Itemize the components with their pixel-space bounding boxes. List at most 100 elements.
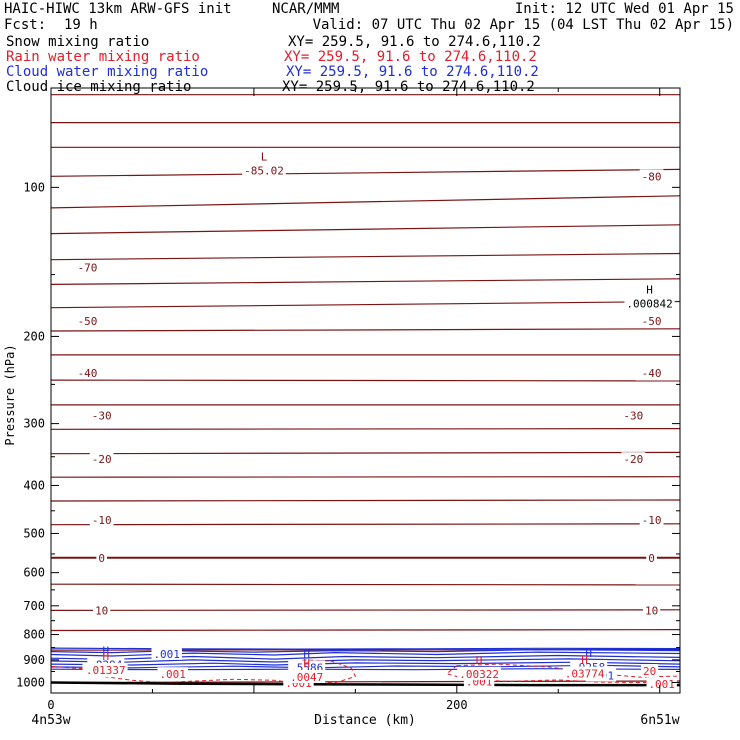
terrain-line bbox=[50, 681, 680, 687]
isotherm-label-9-bg bbox=[621, 452, 646, 466]
isotherm-4 bbox=[50, 195, 681, 209]
extremum-value-1: .000842 bbox=[626, 298, 672, 311]
isotherm-label-5-bg bbox=[639, 365, 664, 379]
isotherm-9 bbox=[50, 328, 681, 332]
extremum-mark-3: H bbox=[303, 648, 310, 661]
isotherm-label-14: 10 bbox=[95, 605, 108, 618]
extremum-value-8: .03774 bbox=[565, 668, 605, 681]
plot-frame bbox=[50, 87, 681, 694]
cloud-water-contour-2 bbox=[50, 651, 681, 657]
rain-label-5: 20 bbox=[643, 665, 656, 678]
y-tick-label-400: 400 bbox=[23, 479, 45, 493]
isotherm-label-1: -70 bbox=[78, 261, 98, 274]
cloud-water-label-0: .001 bbox=[153, 648, 180, 661]
extremum-value-7-bg bbox=[457, 666, 501, 680]
x-axis-title: Distance (km) bbox=[314, 713, 416, 728]
isotherm-label-4-bg bbox=[75, 365, 100, 379]
cloud-water-contour-3 bbox=[50, 654, 681, 661]
isotherm-5 bbox=[50, 224, 681, 235]
isotherm-14 bbox=[50, 451, 681, 455]
extremum-value-6: .0047 bbox=[290, 671, 323, 684]
isotherm-8 bbox=[50, 300, 681, 309]
extremum-mark-1: H bbox=[646, 284, 653, 297]
isotherm-label-11: -10 bbox=[642, 514, 662, 527]
isotherm-label-4: -40 bbox=[78, 367, 98, 380]
extremum-mark-8: H bbox=[581, 654, 588, 667]
extremum-mark-4: H bbox=[585, 647, 592, 660]
isotherm-label-6-bg bbox=[89, 408, 114, 422]
forecast-label: Fcst: bbox=[4, 17, 47, 33]
isotherm-label-8: -20 bbox=[92, 453, 112, 466]
forecast-hour: 19 h bbox=[64, 17, 98, 33]
isotherm-label-0-bg bbox=[639, 169, 664, 183]
isotherm-label-1-bg bbox=[75, 260, 100, 274]
isotherm-6 bbox=[50, 252, 681, 261]
isotherm-label-3: -50 bbox=[642, 315, 662, 328]
isotherm-label-11-bg bbox=[639, 513, 664, 527]
isotherm-7 bbox=[50, 278, 681, 285]
legend-cloud-ice-xy: XY= 259.5, 91.6 to 274.6,110.2 bbox=[282, 79, 535, 95]
isotherm-label-2: -50 bbox=[78, 315, 98, 328]
isotherm-label-10-bg bbox=[89, 513, 114, 527]
isotherm-13 bbox=[50, 428, 681, 430]
isotherm-label-2-bg bbox=[75, 313, 100, 327]
endpoint-left-label: 4n53w bbox=[31, 713, 70, 728]
rain-label-3: .001 bbox=[648, 678, 675, 691]
extremum-mark-5: H bbox=[102, 650, 109, 663]
legend-rain-xy: XY= 259.5, 91.6 to 274.6,110.2 bbox=[284, 49, 537, 65]
isotherm-16 bbox=[50, 499, 681, 502]
y-tick-label-900: 900 bbox=[23, 653, 45, 667]
rain-label-0: .001 bbox=[159, 668, 186, 681]
isotherm-label-0: -80 bbox=[642, 170, 662, 183]
y-tick-label-500: 500 bbox=[23, 527, 45, 541]
y-tick-label-100: 100 bbox=[23, 180, 45, 194]
y-axis-title: Pressure (hPa) bbox=[3, 344, 17, 445]
isotherm-label-6: -30 bbox=[92, 410, 112, 423]
legend-cloud-water-label: Cloud water mixing ratio bbox=[6, 64, 209, 80]
y-tick-label-300: 300 bbox=[23, 417, 45, 431]
chart-center: NCAR/MMM bbox=[272, 1, 340, 17]
isotherm-11 bbox=[50, 379, 681, 382]
legend-cloud-ice-label: Cloud ice mixing ratio bbox=[6, 79, 192, 95]
extremum-value-6-bg bbox=[288, 670, 326, 683]
isotherm-19 bbox=[50, 583, 681, 586]
extremum-mark-0: L bbox=[261, 151, 268, 164]
isotherm-label-3-bg bbox=[639, 313, 664, 327]
extremum-value-5: .01337 bbox=[86, 664, 126, 677]
isotherm-label-12-bg bbox=[96, 550, 107, 564]
chart-title: HAIC-HIWC 13km ARW-GFS init bbox=[4, 1, 232, 17]
y-tick-label-1000: 1000 bbox=[16, 676, 45, 690]
isotherm-label-14-bg bbox=[93, 603, 111, 617]
legend-cloud-water-xy: XY= 259.5, 91.6 to 274.6,110.2 bbox=[286, 64, 539, 80]
isotherm-label-7-bg bbox=[621, 408, 646, 422]
extremum-mark-7: H bbox=[476, 654, 483, 667]
extremum-mark-6: H bbox=[303, 657, 310, 670]
isotherm-label-9: -20 bbox=[623, 453, 643, 466]
x-tick-label-0: 0 bbox=[47, 698, 54, 712]
rain-label-3-bg bbox=[646, 677, 677, 691]
cloud-water-contour-1 bbox=[50, 648, 681, 654]
legend-snow-xy: XY= 259.5, 91.6 to 274.6,110.2 bbox=[288, 34, 541, 50]
valid-time: Valid: 07 UTC Thu 02 Apr 15 (04 LST Thu … bbox=[312, 17, 734, 33]
isotherm-label-5: -40 bbox=[642, 367, 662, 380]
rain-label-5-bg bbox=[641, 664, 659, 677]
rain-label-0-bg bbox=[157, 667, 188, 681]
y-tick-label-600: 600 bbox=[23, 566, 45, 580]
endpoint-right-label: 6n51w bbox=[640, 713, 679, 728]
isotherm-label-13: 0 bbox=[648, 552, 655, 565]
isotherm-label-15: 10 bbox=[645, 605, 658, 618]
isotherm-label-12: 0 bbox=[98, 552, 105, 565]
isotherm-15 bbox=[50, 476, 681, 478]
extremum-value-7: .00322 bbox=[459, 668, 499, 681]
isotherm-label-13-bg bbox=[646, 550, 657, 564]
isotherm-21 bbox=[50, 629, 681, 632]
extremum-value-5-bg bbox=[84, 662, 128, 676]
rain-contour-2 bbox=[445, 665, 681, 684]
isotherm-17 bbox=[50, 523, 681, 526]
extremum-mark-2: H bbox=[102, 645, 109, 658]
isotherm-label-15-bg bbox=[643, 603, 661, 617]
extremum-value-1-bg bbox=[624, 296, 675, 310]
isotherm-20 bbox=[50, 609, 681, 611]
y-tick-label-200: 200 bbox=[23, 329, 45, 343]
